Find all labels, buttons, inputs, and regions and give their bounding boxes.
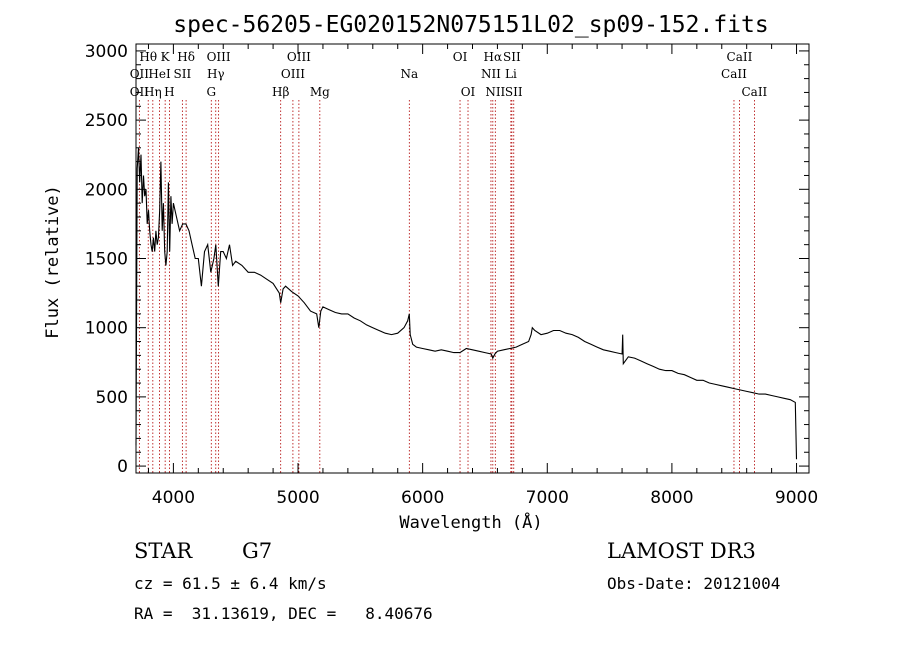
spectral-line-label: Na: [400, 67, 418, 81]
y-tick-label: 2000: [85, 180, 128, 200]
spectral-line-markers: [138, 100, 755, 473]
spectral-line-label: NII: [485, 85, 505, 99]
y-axis-label: Flux (relative): [43, 185, 63, 339]
y-tick-label: 1000: [85, 319, 128, 339]
redshift-cz: cz = 61.5 ± 6.4 km/s: [134, 574, 327, 593]
spectral-line-label: CaII: [727, 50, 753, 64]
object-class: STAR: [134, 539, 193, 563]
spectral-line-label: Hθ: [139, 50, 157, 64]
y-tick-label: 3000: [85, 42, 128, 62]
spectral-line-label: SII: [505, 85, 523, 99]
y-axis-ticks: 0 500 1000 1500 2000 2500 3000: [85, 42, 809, 477]
spectral-line-label: Mg: [310, 85, 330, 99]
y-tick-label: 500: [96, 388, 128, 408]
spectral-line-label: OIII: [207, 50, 231, 64]
spectral-line-label: OI: [453, 50, 468, 64]
spectral-line-label: Li: [505, 67, 517, 81]
y-tick-label: 0: [117, 457, 128, 477]
x-tick-label: 4000: [152, 488, 195, 508]
spectral-line-label: SII: [174, 67, 192, 81]
spectral-line-label: Hδ: [177, 50, 195, 64]
spectral-line-label: NII: [481, 67, 501, 81]
spectral-line-label: SII: [503, 50, 521, 64]
x-axis-ticks: 4000 5000 6000 7000 8000 9000: [147, 44, 818, 508]
spectral-line-label: H: [164, 85, 174, 99]
coordinates: RA = 31.13619, DEC = 8.40676: [134, 604, 433, 623]
spectral-line-label: Hη: [144, 85, 162, 99]
object-subclass: G7: [242, 539, 272, 563]
x-tick-label: 9000: [775, 488, 818, 508]
chart-title: spec-56205-EG020152N075151L02_sp09-152.f…: [173, 12, 768, 38]
spectral-line-label: OII: [130, 67, 150, 81]
observation-date: Obs-Date: 20121004: [607, 574, 780, 593]
spectral-line-label: HeI: [148, 67, 171, 81]
x-tick-label: 7000: [526, 488, 569, 508]
spectral-line-label: CaII: [741, 85, 767, 99]
spectral-line-label: OIII: [287, 50, 311, 64]
spectral-line-label: CaII: [721, 67, 747, 81]
y-tick-label: 2500: [85, 111, 128, 131]
spectral-line-label: OIII: [281, 67, 305, 81]
y-tick-label: 1500: [85, 250, 128, 270]
spectral-line-label: Hγ: [207, 67, 225, 81]
spectral-line-label: Hα: [484, 50, 503, 64]
plot-frame: [135, 43, 810, 474]
spectrum-series-line: [135, 147, 798, 460]
x-axis-label: Wavelength (Å): [399, 511, 542, 533]
spectral-line-label: G: [206, 85, 216, 99]
spectral-line-label: K: [161, 50, 171, 64]
spectral-line-label: Hβ: [272, 85, 289, 99]
x-tick-label: 6000: [401, 488, 444, 508]
spectral-line-label: OI: [461, 85, 476, 99]
x-tick-label: 8000: [650, 488, 693, 508]
survey-name: LAMOST DR3: [607, 539, 756, 563]
x-tick-label: 5000: [276, 488, 319, 508]
